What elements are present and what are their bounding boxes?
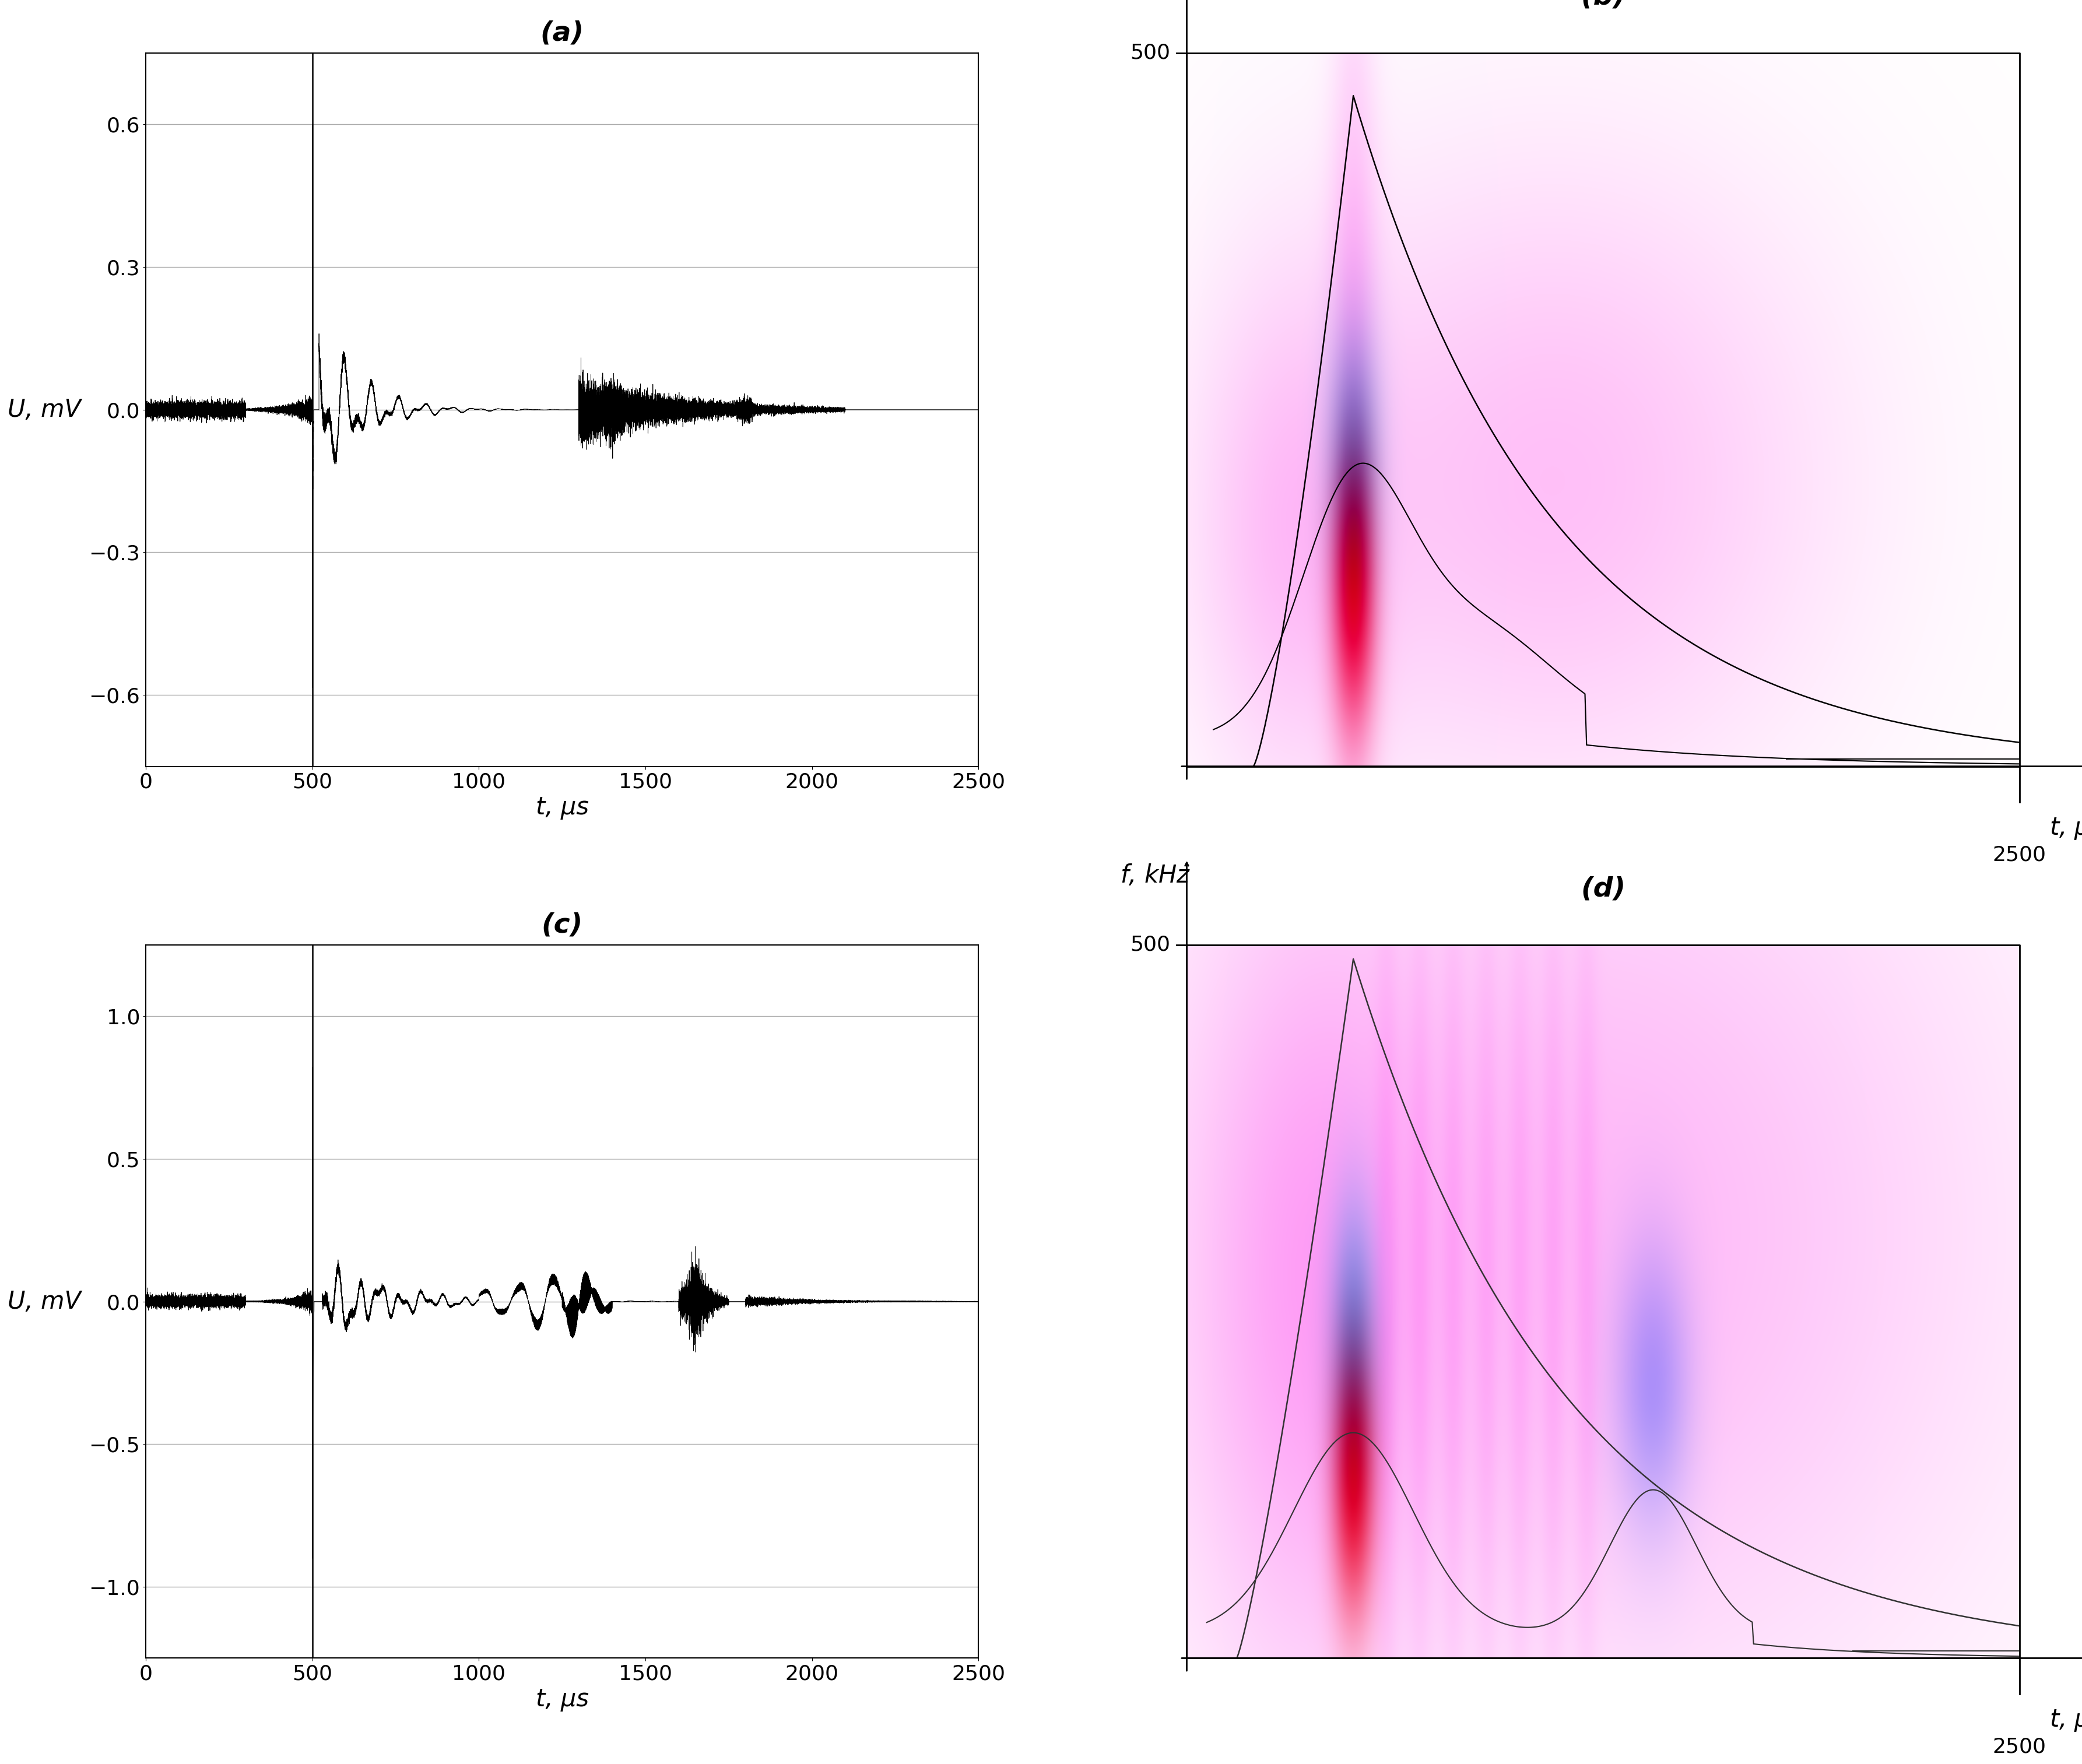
Text: 500: 500 <box>1131 42 1170 64</box>
Y-axis label: U, mV: U, mV <box>8 1289 81 1314</box>
X-axis label: t, μs: t, μs <box>535 796 589 820</box>
Text: 2500: 2500 <box>1992 845 2047 864</box>
Title: (b): (b) <box>1580 0 1626 11</box>
Text: 2500: 2500 <box>1992 1736 2047 1757</box>
Title: (c): (c) <box>541 912 583 938</box>
X-axis label: t, μs: t, μs <box>535 1686 589 1711</box>
Y-axis label: U, mV: U, mV <box>8 397 81 422</box>
Text: $f$, kHz: $f$, kHz <box>1120 863 1191 887</box>
Text: 500: 500 <box>1131 935 1170 954</box>
Title: (d): (d) <box>1580 875 1626 901</box>
Title: (a): (a) <box>539 21 585 46</box>
Text: $t$, μs: $t$, μs <box>2049 817 2082 841</box>
Text: $t$, μs: $t$, μs <box>2049 1708 2082 1734</box>
